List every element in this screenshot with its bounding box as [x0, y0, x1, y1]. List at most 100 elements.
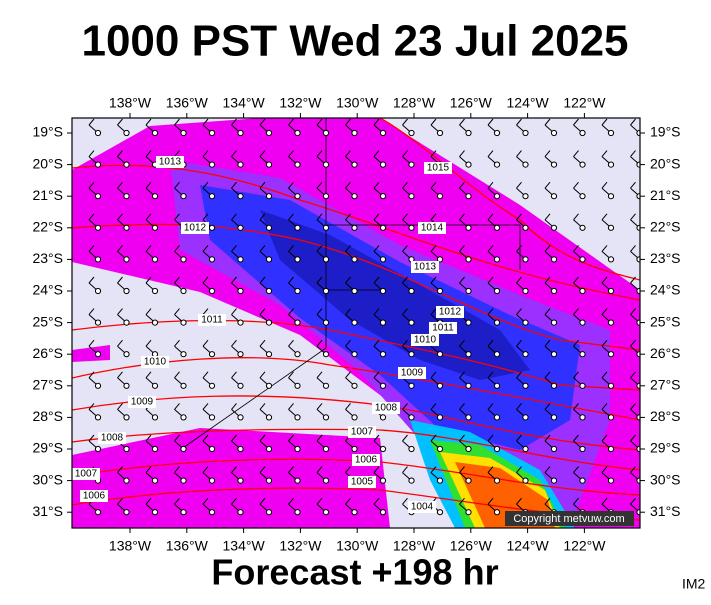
station	[94, 351, 102, 358]
barb-flag	[516, 181, 522, 189]
barb-flag	[430, 403, 437, 410]
lat-label: 25°S	[650, 313, 681, 329]
station	[493, 509, 501, 516]
station	[550, 351, 558, 358]
barb-flag	[345, 150, 351, 157]
station	[465, 193, 472, 200]
barb-flag	[259, 308, 266, 315]
station	[436, 509, 444, 516]
barb-flag	[316, 497, 323, 505]
barb-flag	[516, 213, 522, 221]
isobar-label-box	[198, 314, 226, 326]
lon-label: 132°W	[279, 538, 322, 554]
lon-label: 122°W	[563, 538, 606, 554]
station	[379, 161, 387, 168]
station	[123, 193, 130, 200]
barb-flag	[516, 434, 522, 442]
barb-flag	[630, 371, 636, 379]
barb-flag	[288, 403, 294, 410]
station	[94, 319, 102, 326]
barb-flag	[544, 371, 551, 379]
barb-flag	[402, 245, 408, 252]
station	[550, 129, 558, 137]
station	[265, 509, 273, 516]
barb-flag	[259, 150, 266, 157]
station	[208, 477, 216, 484]
barb-flag	[601, 434, 608, 442]
barb-flag	[145, 434, 152, 442]
barb-flag	[88, 434, 95, 442]
barb-flag	[316, 213, 323, 221]
lat-label: 19°S	[32, 124, 63, 140]
station	[493, 287, 501, 295]
station	[265, 319, 273, 326]
barb-flag	[544, 497, 551, 505]
barb-flag	[145, 181, 152, 189]
barb-flag	[174, 403, 180, 410]
station	[94, 193, 102, 200]
barb-flag	[373, 434, 380, 442]
lon-label: 134°W	[223, 95, 266, 111]
station	[493, 445, 501, 453]
station	[265, 256, 273, 263]
barb-flag	[345, 371, 351, 379]
station	[123, 414, 130, 421]
station	[465, 129, 472, 137]
station	[208, 161, 216, 168]
isobar-label: 1012	[439, 307, 462, 318]
barb-flag	[402, 181, 408, 189]
station	[237, 129, 244, 137]
isobar-label: 1007	[351, 427, 374, 438]
barb-flag	[231, 434, 237, 442]
barb-flag	[573, 150, 579, 157]
barb-flag	[573, 245, 579, 252]
station	[465, 509, 472, 516]
lat-label: 23°S	[650, 250, 681, 266]
station	[94, 382, 102, 389]
barb-flag	[345, 403, 351, 410]
barb-flag	[259, 181, 266, 189]
isobar-label: 1010	[144, 357, 167, 368]
isobar-label-box	[418, 222, 446, 234]
station	[522, 256, 529, 263]
station	[94, 224, 102, 231]
isobar-label: 1006	[355, 455, 378, 466]
barb-flag	[573, 118, 579, 126]
station	[550, 382, 558, 389]
barb-flag	[316, 466, 323, 473]
barb-flag	[288, 434, 294, 442]
barb-flag	[430, 434, 437, 442]
barb-flag	[202, 276, 209, 284]
station	[208, 256, 216, 263]
barb-flag	[202, 213, 209, 221]
barb-flag	[288, 339, 294, 347]
barb-flag	[373, 181, 380, 189]
barb-flag	[487, 371, 494, 379]
isobar-label: 1013	[414, 262, 437, 273]
isobar-label-box	[398, 367, 426, 379]
station	[436, 193, 444, 200]
barb-flag	[174, 150, 180, 157]
isobar-label: 1009	[131, 397, 154, 408]
copyright-box	[505, 511, 634, 526]
barb-flag	[88, 118, 95, 126]
barb-flag	[88, 308, 95, 315]
station	[408, 161, 415, 168]
forecast-label: Forecast +198 hr	[211, 552, 498, 593]
barb-flag	[231, 308, 237, 315]
barb-flag	[630, 466, 636, 473]
station	[294, 382, 301, 389]
barb-flag	[430, 245, 437, 252]
barb-flag	[573, 308, 579, 315]
barb-flag	[487, 150, 494, 157]
lat-label: 31°S	[650, 503, 681, 519]
station	[322, 319, 330, 326]
barb-flag	[544, 434, 551, 442]
lat-label: 22°S	[32, 219, 63, 235]
station	[351, 509, 358, 516]
barb-flag	[231, 339, 237, 347]
isobar-label-box	[429, 322, 457, 334]
lat-label: 31°S	[32, 503, 63, 519]
station	[180, 319, 187, 326]
station	[522, 193, 529, 200]
